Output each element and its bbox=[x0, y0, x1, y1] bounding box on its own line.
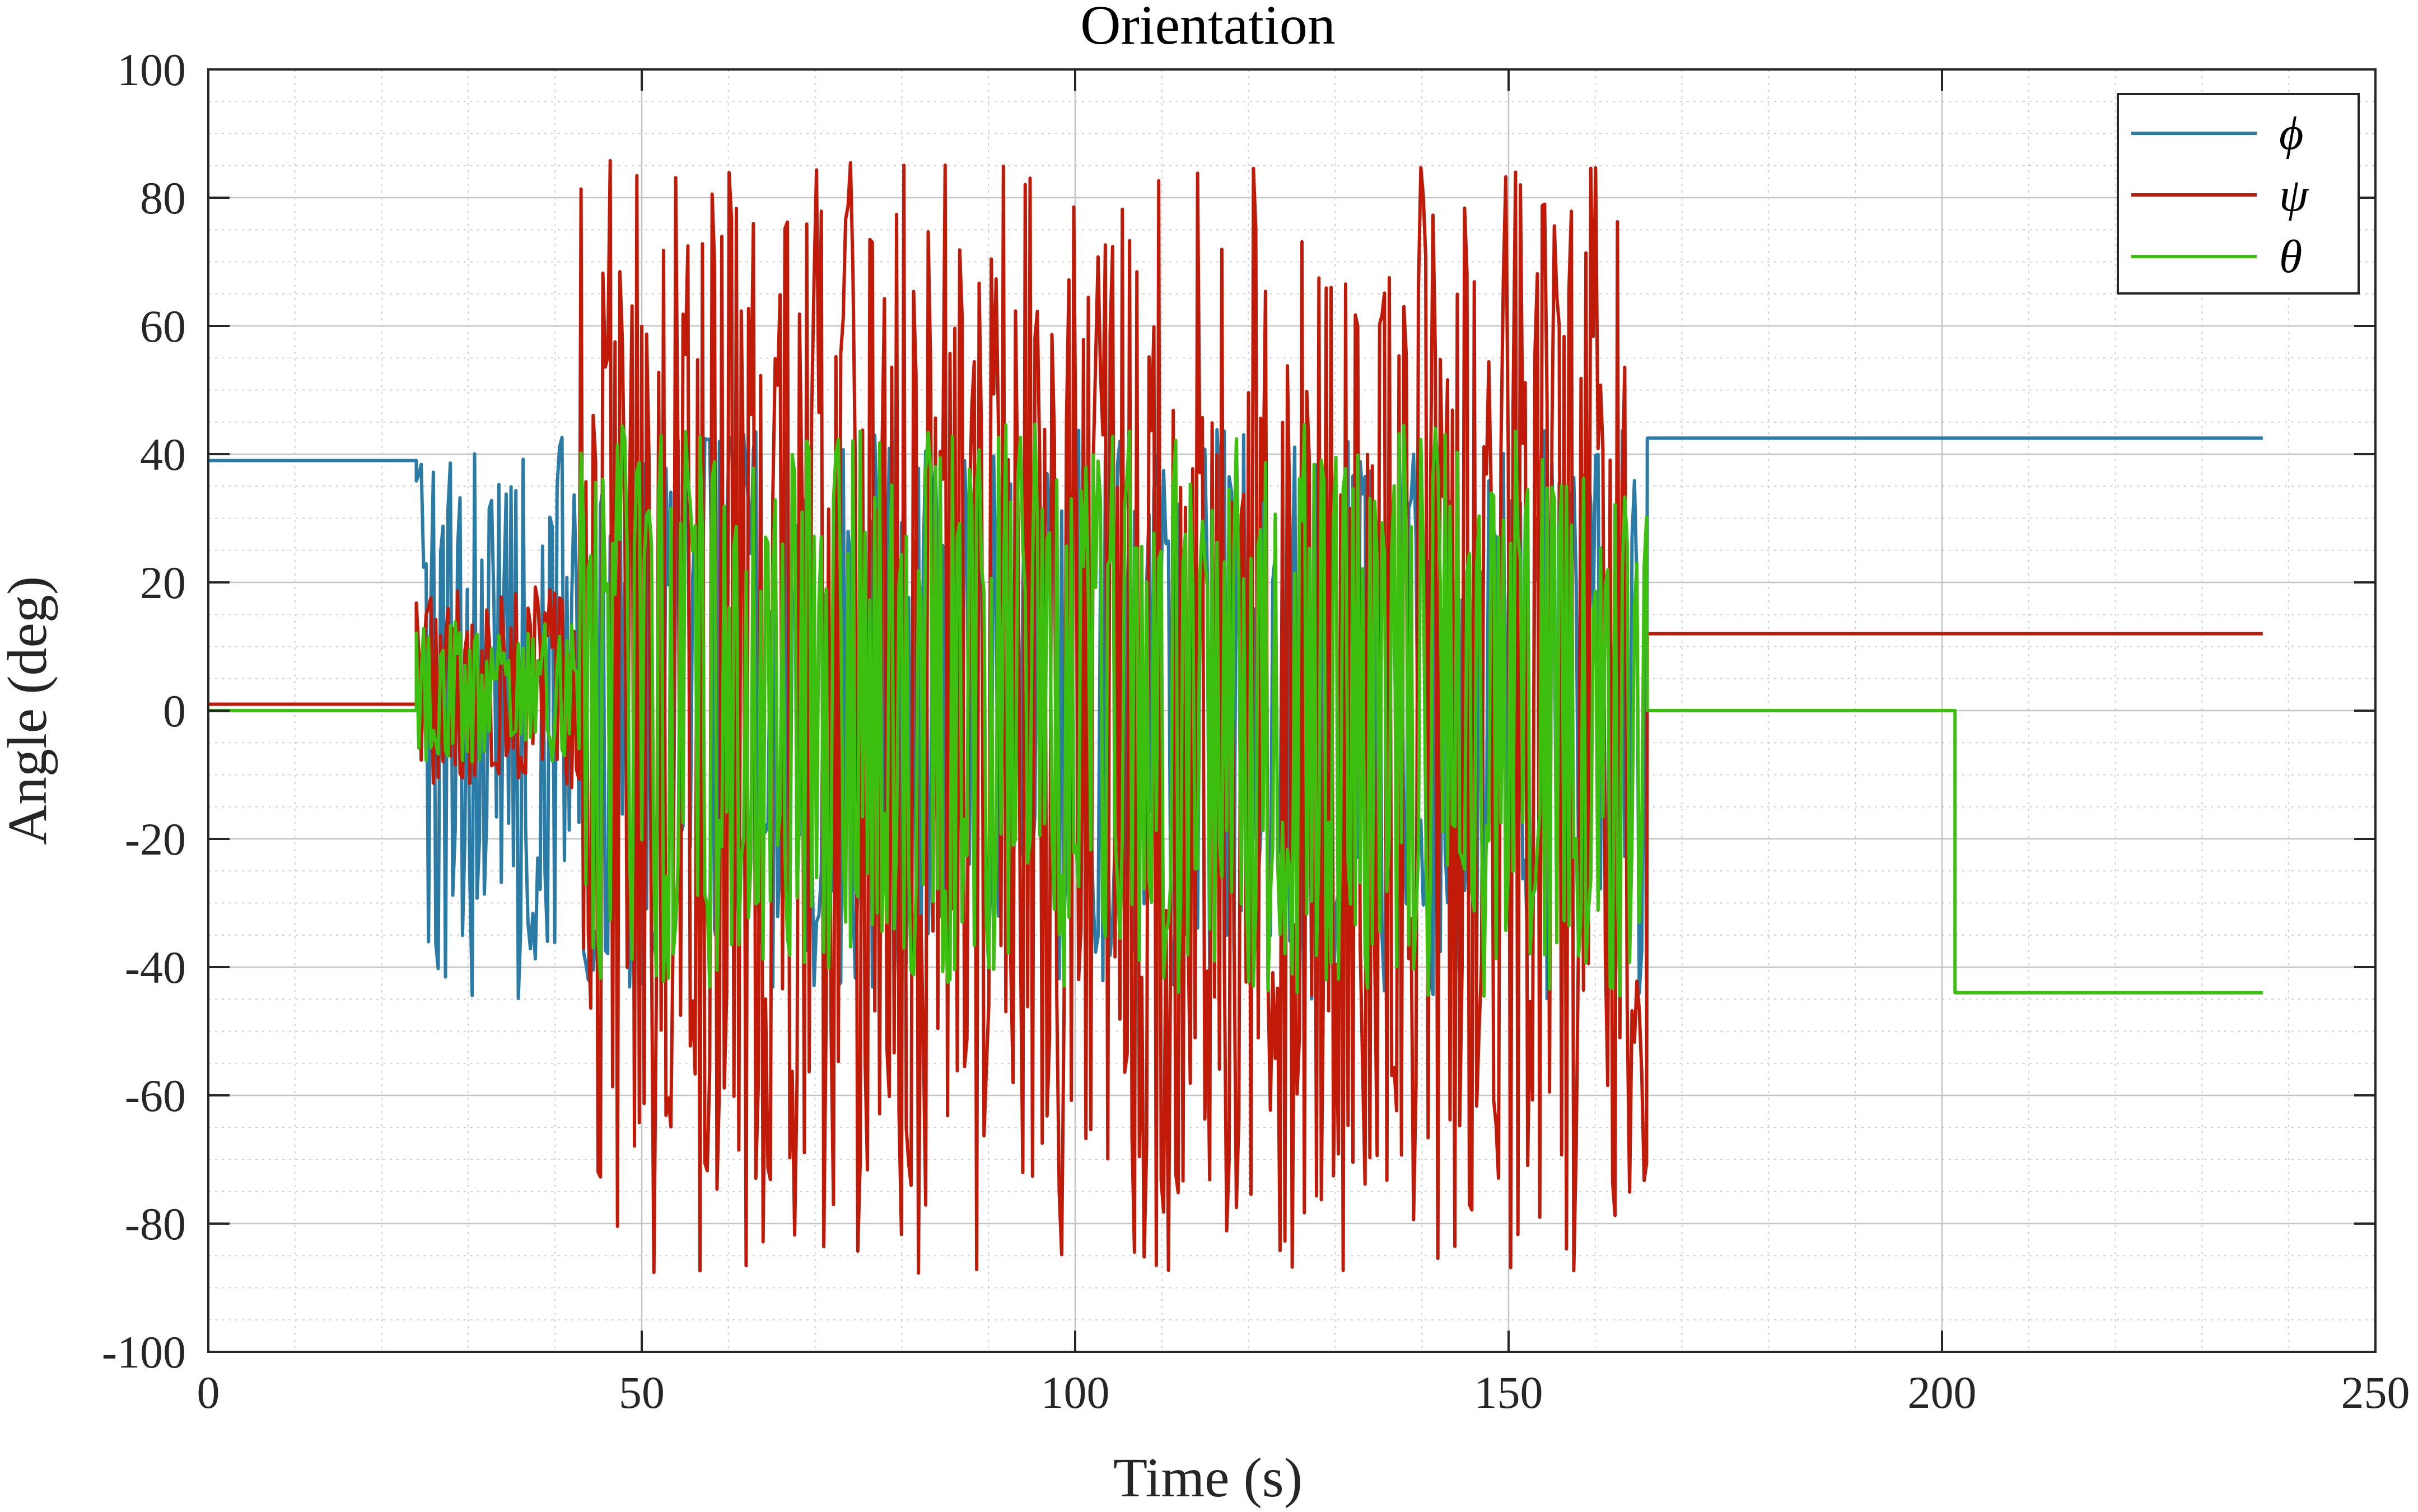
y-tick-label: 20 bbox=[140, 557, 186, 608]
series-line-3 bbox=[208, 422, 2263, 998]
x-tick-label: 200 bbox=[1908, 1367, 1977, 1418]
y-tick-label: 100 bbox=[117, 44, 186, 95]
y-tick-label: -100 bbox=[102, 1327, 186, 1378]
y-tick-label: -60 bbox=[125, 1070, 186, 1121]
plot-area bbox=[207, 68, 2377, 1353]
y-tick-label: 0 bbox=[163, 685, 186, 736]
x-tick-labels: 0 50 100 150 200 250 bbox=[197, 1367, 2410, 1418]
y-tick-label: -20 bbox=[125, 814, 186, 865]
y-tick-label: 80 bbox=[140, 172, 186, 223]
x-tick-label: 50 bbox=[619, 1367, 665, 1418]
y-tick-label: -80 bbox=[125, 1198, 186, 1249]
y-axis-title: Angle (deg) bbox=[0, 576, 58, 845]
legend-label: θ bbox=[2279, 231, 2302, 283]
legend-label: ψ bbox=[2279, 169, 2309, 221]
chart-title: Orientation bbox=[1080, 0, 1335, 56]
axis-ticks bbox=[207, 68, 2377, 1353]
y-tick-labels: -100 -80 -60 -40 -20 0 20 40 60 80 100 bbox=[102, 44, 186, 1378]
x-tick-label: 100 bbox=[1041, 1367, 1110, 1418]
x-tick-label: 250 bbox=[2341, 1367, 2410, 1418]
series-layer bbox=[208, 158, 2263, 1275]
x-tick-label: 0 bbox=[197, 1367, 220, 1418]
y-tick-label: 40 bbox=[140, 429, 186, 480]
y-tick-label: -40 bbox=[125, 942, 186, 993]
x-tick-label: 150 bbox=[1474, 1367, 1543, 1418]
legend-label: ϕ bbox=[2279, 108, 2303, 160]
y-tick-label: 60 bbox=[140, 301, 186, 352]
x-axis-title: Time (s) bbox=[1113, 1446, 1303, 1509]
legend: ϕψθ bbox=[2117, 93, 2360, 295]
